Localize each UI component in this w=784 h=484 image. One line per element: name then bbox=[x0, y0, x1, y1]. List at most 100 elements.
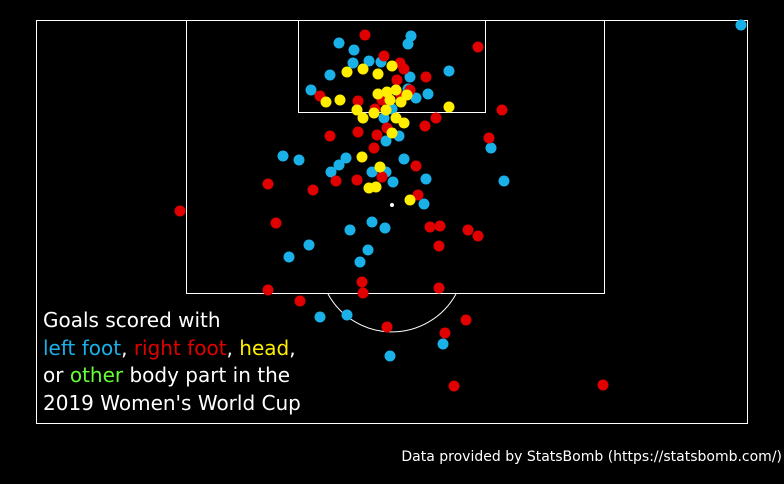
goal-marker-right-foot bbox=[294, 295, 306, 307]
legend-title: Goals scored with bbox=[43, 308, 221, 332]
goal-marker-right-foot bbox=[462, 224, 474, 236]
goal-marker-left-foot bbox=[422, 88, 434, 100]
goal-marker-left-foot bbox=[485, 142, 497, 154]
legend-comma: , bbox=[121, 335, 134, 360]
goal-marker-left-foot bbox=[333, 37, 345, 49]
goal-marker-right-foot bbox=[412, 189, 424, 201]
legend-head: head bbox=[239, 335, 290, 360]
goal-marker-right-foot bbox=[381, 321, 393, 333]
goal-marker-left-foot bbox=[333, 159, 345, 171]
goal-marker-left-foot bbox=[437, 338, 449, 350]
goal-marker-right-foot bbox=[262, 178, 274, 190]
goal-marker-left-foot bbox=[354, 256, 366, 268]
goal-marker-right-foot bbox=[330, 175, 342, 187]
goal-marker-left-foot bbox=[387, 176, 399, 188]
goal-marker-left-foot bbox=[380, 135, 392, 147]
goal-marker-left-foot bbox=[283, 251, 295, 263]
goal-marker-right-foot bbox=[439, 327, 451, 339]
goal-marker-right-foot bbox=[359, 29, 371, 41]
legend-other: other bbox=[69, 363, 124, 387]
goal-marker-right-foot bbox=[420, 71, 432, 83]
goal-marker-head bbox=[320, 96, 332, 108]
legend-comma: , bbox=[226, 335, 240, 360]
goal-marker-left-foot bbox=[314, 311, 326, 323]
goal-marker-head bbox=[374, 161, 386, 173]
goal-marker-left-foot bbox=[398, 153, 410, 165]
goal-marker-right-foot bbox=[496, 104, 508, 116]
goal-marker-right-foot bbox=[460, 314, 472, 326]
goal-marker-right-foot bbox=[430, 112, 442, 124]
legend-or: or bbox=[43, 363, 70, 387]
goal-marker-head bbox=[390, 112, 402, 124]
goal-marker-left-foot bbox=[379, 222, 391, 234]
goal-marker-right-foot bbox=[434, 220, 446, 232]
goal-marker-left-foot bbox=[347, 57, 359, 69]
goal-marker-left-foot bbox=[404, 71, 416, 83]
goal-marker-right-foot bbox=[357, 287, 369, 299]
goal-marker-right-foot bbox=[433, 240, 445, 252]
goal-marker-left-foot bbox=[735, 19, 747, 31]
goal-marker-right-foot bbox=[371, 129, 383, 141]
goal-marker-head bbox=[356, 151, 368, 163]
goal-marker-right-foot bbox=[378, 50, 390, 62]
goal-marker-right-foot bbox=[174, 205, 186, 217]
goal-marker-head bbox=[401, 89, 413, 101]
goal-marker-head bbox=[390, 84, 402, 96]
goal-marker-left-foot bbox=[498, 175, 510, 187]
goal-marker-left-foot bbox=[366, 166, 378, 178]
goal-marker-right-foot bbox=[410, 160, 422, 172]
goal-marker-right-foot bbox=[483, 132, 495, 144]
goal-marker-left-foot bbox=[384, 350, 396, 362]
goal-marker-right-foot bbox=[356, 276, 368, 288]
legend-subtitle: 2019 Women's World Cup bbox=[43, 390, 301, 415]
shot-markers bbox=[174, 19, 747, 392]
goal-marker-right-foot bbox=[307, 184, 319, 196]
goal-marker-right-foot bbox=[324, 130, 336, 142]
legend: Goals scored with left foot, right foot,… bbox=[43, 307, 301, 417]
goal-marker-head bbox=[357, 112, 369, 124]
goal-marker-right-foot bbox=[391, 74, 403, 86]
goal-marker-right-foot bbox=[433, 282, 445, 294]
goal-marker-head bbox=[443, 101, 455, 113]
goal-marker-left-foot bbox=[402, 38, 414, 50]
goal-marker-head bbox=[380, 104, 392, 116]
goal-marker-left-foot bbox=[305, 84, 317, 96]
legend-left-foot: left foot bbox=[43, 335, 122, 360]
goal-marker-right-foot bbox=[270, 217, 282, 229]
legend-line-4: 2019 Women's World Cup bbox=[43, 390, 301, 418]
goal-marker-head bbox=[368, 107, 380, 119]
goal-marker-head bbox=[386, 127, 398, 139]
goal-marker-right-foot bbox=[597, 379, 609, 391]
goal-marker-head bbox=[384, 94, 396, 106]
goal-marker-head bbox=[404, 194, 416, 206]
goal-marker-left-foot bbox=[303, 239, 315, 251]
penalty-spot bbox=[390, 203, 394, 207]
legend-line-3: or other body part in the bbox=[43, 362, 301, 390]
legend-right-foot: right foot bbox=[133, 335, 227, 360]
goal-marker-head bbox=[372, 68, 384, 80]
goal-marker-head bbox=[334, 94, 346, 106]
pitch-lines bbox=[36, 20, 748, 424]
goal-marker-right-foot bbox=[368, 142, 380, 154]
goal-marker-head bbox=[357, 63, 369, 75]
goal-marker-head bbox=[398, 117, 410, 129]
legend-line-1: Goals scored with bbox=[43, 307, 301, 335]
goal-marker-right-foot bbox=[472, 41, 484, 53]
goal-marker-right-foot bbox=[424, 221, 436, 233]
goal-marker-left-foot bbox=[443, 65, 455, 77]
goal-marker-right-foot bbox=[376, 171, 388, 183]
goal-marker-right-foot bbox=[472, 230, 484, 242]
goal-marker-left-foot bbox=[325, 166, 337, 178]
goal-marker-left-foot bbox=[363, 55, 375, 67]
goal-marker-left-foot bbox=[410, 92, 422, 104]
data-credit: Data provided by StatsBomb (https://stat… bbox=[401, 449, 782, 465]
goal-marker-right-foot bbox=[352, 126, 364, 138]
goal-marker-head bbox=[341, 66, 353, 78]
goal-marker-left-foot bbox=[420, 173, 432, 185]
goal-marker-left-foot bbox=[341, 309, 353, 321]
goal-marker-left-foot bbox=[418, 198, 430, 210]
goal-marker-right-foot bbox=[448, 380, 460, 392]
goal-marker-left-foot bbox=[293, 154, 305, 166]
goal-marker-left-foot bbox=[366, 216, 378, 228]
goal-marker-left-foot bbox=[362, 244, 374, 256]
